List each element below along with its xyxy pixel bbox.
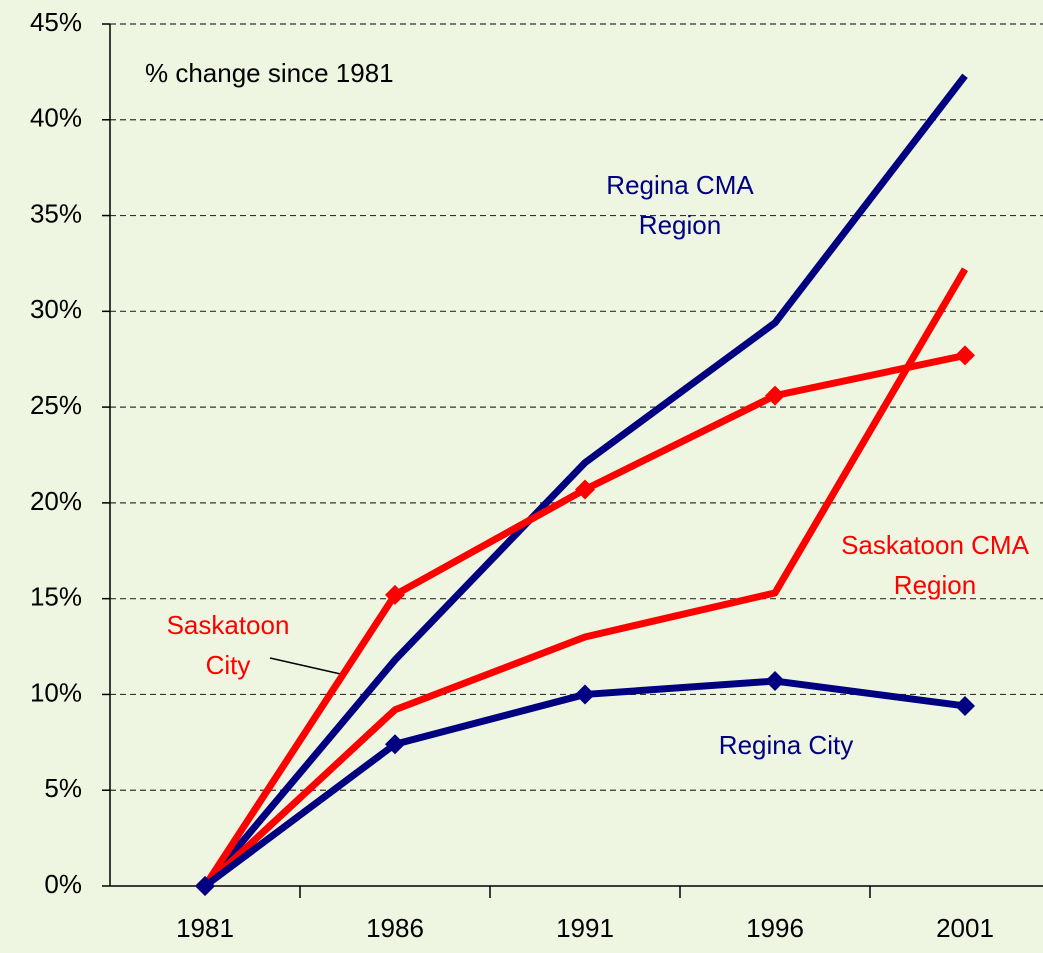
annotation: % change since 1981 (145, 58, 394, 88)
x-tick-label: 1991 (556, 913, 614, 943)
series-line (202, 267, 969, 889)
marker (575, 684, 595, 705)
y-tick-label: 45% (30, 7, 82, 37)
x-tick-label: 1986 (366, 913, 424, 943)
y-tick-label: 15% (30, 582, 82, 612)
marker (575, 479, 595, 500)
marker (765, 385, 785, 406)
series-label: Regina City (718, 730, 854, 760)
marker (765, 671, 785, 692)
x-tick-label: 1996 (746, 913, 804, 943)
y-tick-label: 10% (30, 677, 82, 707)
y-tick-label: 35% (30, 198, 82, 228)
y-tick-label: 30% (30, 294, 82, 324)
series-label: Saskatoon City (166, 610, 290, 680)
x-tick-label: 2001 (936, 913, 994, 943)
marker (195, 876, 215, 896)
leader-line (269, 657, 346, 676)
series-label: Saskatoon CMA Region (841, 530, 1029, 600)
y-tick-label: 5% (44, 773, 82, 803)
marker (955, 695, 975, 716)
y-tick-label: 0% (44, 869, 82, 899)
series-label: Regina CMA Region (606, 170, 754, 240)
y-tick-label: 40% (30, 103, 82, 133)
x-tick-label: 1981 (176, 913, 234, 943)
series-line (202, 73, 968, 889)
marker (385, 584, 405, 605)
marker (385, 734, 405, 755)
marker (955, 345, 975, 366)
y-tick-label: 25% (30, 390, 82, 420)
y-tick-label: 20% (30, 486, 82, 516)
series-line (202, 351, 966, 888)
